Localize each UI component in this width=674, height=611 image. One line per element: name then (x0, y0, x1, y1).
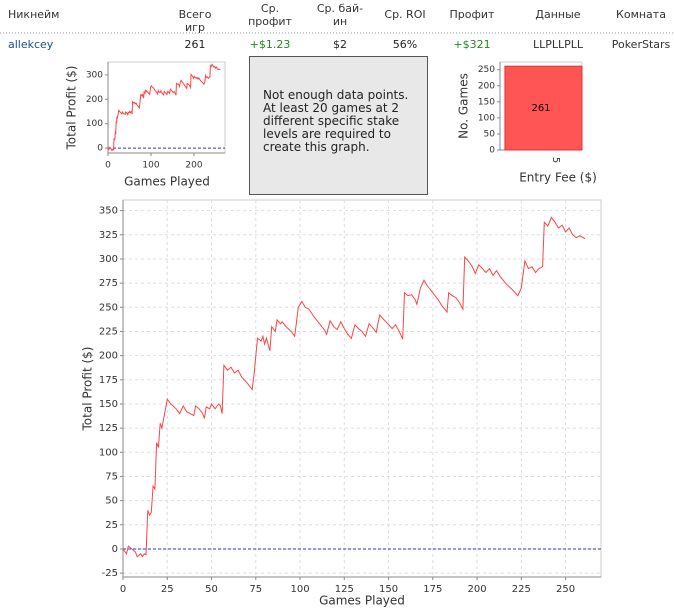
y-tick-label: 350 (99, 206, 118, 217)
y-tick-label: 0 (112, 544, 118, 555)
table-cell: PokerStars (611, 38, 671, 51)
y-tick-label: 275 (99, 278, 118, 289)
y-tick-label: 250 (99, 302, 118, 313)
y-tick-label: -25 (102, 568, 118, 579)
column-header: Комната (616, 8, 666, 21)
x-tick-label: 250 (556, 584, 575, 595)
profit-line (122, 216, 586, 558)
x-tick-label: 25 (161, 584, 174, 595)
plot-area (107, 61, 226, 154)
x-tick-label: 5 (550, 157, 561, 163)
table-cell: LLPLLPLL (532, 38, 584, 51)
notice-line: different specific stake (263, 114, 400, 128)
y-tick-label: 25 (105, 520, 118, 531)
x-tick-label: 100 (290, 584, 309, 595)
profit-line (107, 63, 221, 152)
column-header: Ср. бай-ин (316, 2, 364, 28)
table-cell: 261 (184, 38, 206, 51)
table-cell: $2 (333, 38, 347, 51)
y-tick-label: 175 (99, 375, 118, 386)
bar (504, 65, 583, 151)
notice-line: levels are required to (263, 127, 391, 141)
column-header: Ср. ROI (384, 8, 426, 21)
x-tick-label: 200 (468, 584, 487, 595)
column-header: Данные (535, 8, 581, 21)
table-cell: 56% (392, 38, 418, 51)
x-axis-label: Games Played (319, 594, 405, 608)
y-tick-label: 0 (489, 146, 495, 156)
x-tick-label: 150 (379, 584, 398, 595)
column-header: Никнейм (8, 8, 60, 21)
y-axis-label: Total Profit ($) (81, 347, 95, 432)
y-axis-label: No. Games (457, 73, 471, 139)
y-tick-label: 325 (99, 230, 118, 241)
nickname[interactable]: allekcey (8, 38, 54, 51)
y-tick-label: 300 (99, 254, 118, 265)
y-tick-label: 0 (97, 144, 103, 154)
y-tick-label: 125 (99, 423, 118, 434)
x-tick-label: 175 (423, 584, 442, 595)
x-tick-label: 100 (142, 161, 159, 171)
x-tick-label: 0 (105, 161, 111, 171)
y-tick-label: 150 (478, 97, 495, 107)
x-tick-label: 200 (185, 161, 202, 171)
x-tick-label: 75 (249, 584, 262, 595)
notice: Not enough data points. At least 20 games… (249, 56, 428, 195)
y-tick-label: 50 (105, 496, 118, 507)
column-header: Ср. профит (248, 2, 292, 28)
y-axis-label: Total Profit ($) (65, 66, 79, 151)
bar-value-label: 261 (531, 103, 550, 114)
x-tick-label: 225 (512, 584, 531, 595)
column-header: Профит (449, 8, 495, 21)
notice-line: At least 20 games at 2 (263, 101, 400, 115)
y-tick-label: 200 (99, 351, 118, 362)
notice-line: Not enough data points. (263, 88, 409, 102)
y-tick-label: 225 (99, 326, 118, 337)
x-tick-label: 0 (120, 584, 126, 595)
table-cell: +$321 (453, 38, 491, 51)
y-tick-label: 200 (86, 95, 103, 105)
y-tick-label: 300 (86, 70, 103, 80)
y-tick-label: 100 (478, 113, 495, 123)
plot-area (122, 199, 602, 578)
y-tick-label: 100 (99, 447, 118, 458)
x-tick-label: 50 (205, 584, 218, 595)
notice-line: create this graph. (263, 140, 370, 154)
y-tick-label: 250 (478, 65, 495, 75)
y-tick-label: 100 (86, 119, 103, 129)
x-axis-label: Entry Fee ($) (519, 171, 597, 185)
x-axis-label: Games Played (124, 175, 210, 189)
y-tick-label: 50 (484, 129, 496, 139)
y-tick-label: 150 (99, 399, 118, 410)
column-header: Всего игр (178, 8, 212, 34)
y-tick-label: 75 (105, 471, 118, 482)
table-cell: +$1.23 (249, 38, 291, 51)
y-tick-label: 200 (478, 81, 495, 91)
x-tick-label: 125 (335, 584, 354, 595)
